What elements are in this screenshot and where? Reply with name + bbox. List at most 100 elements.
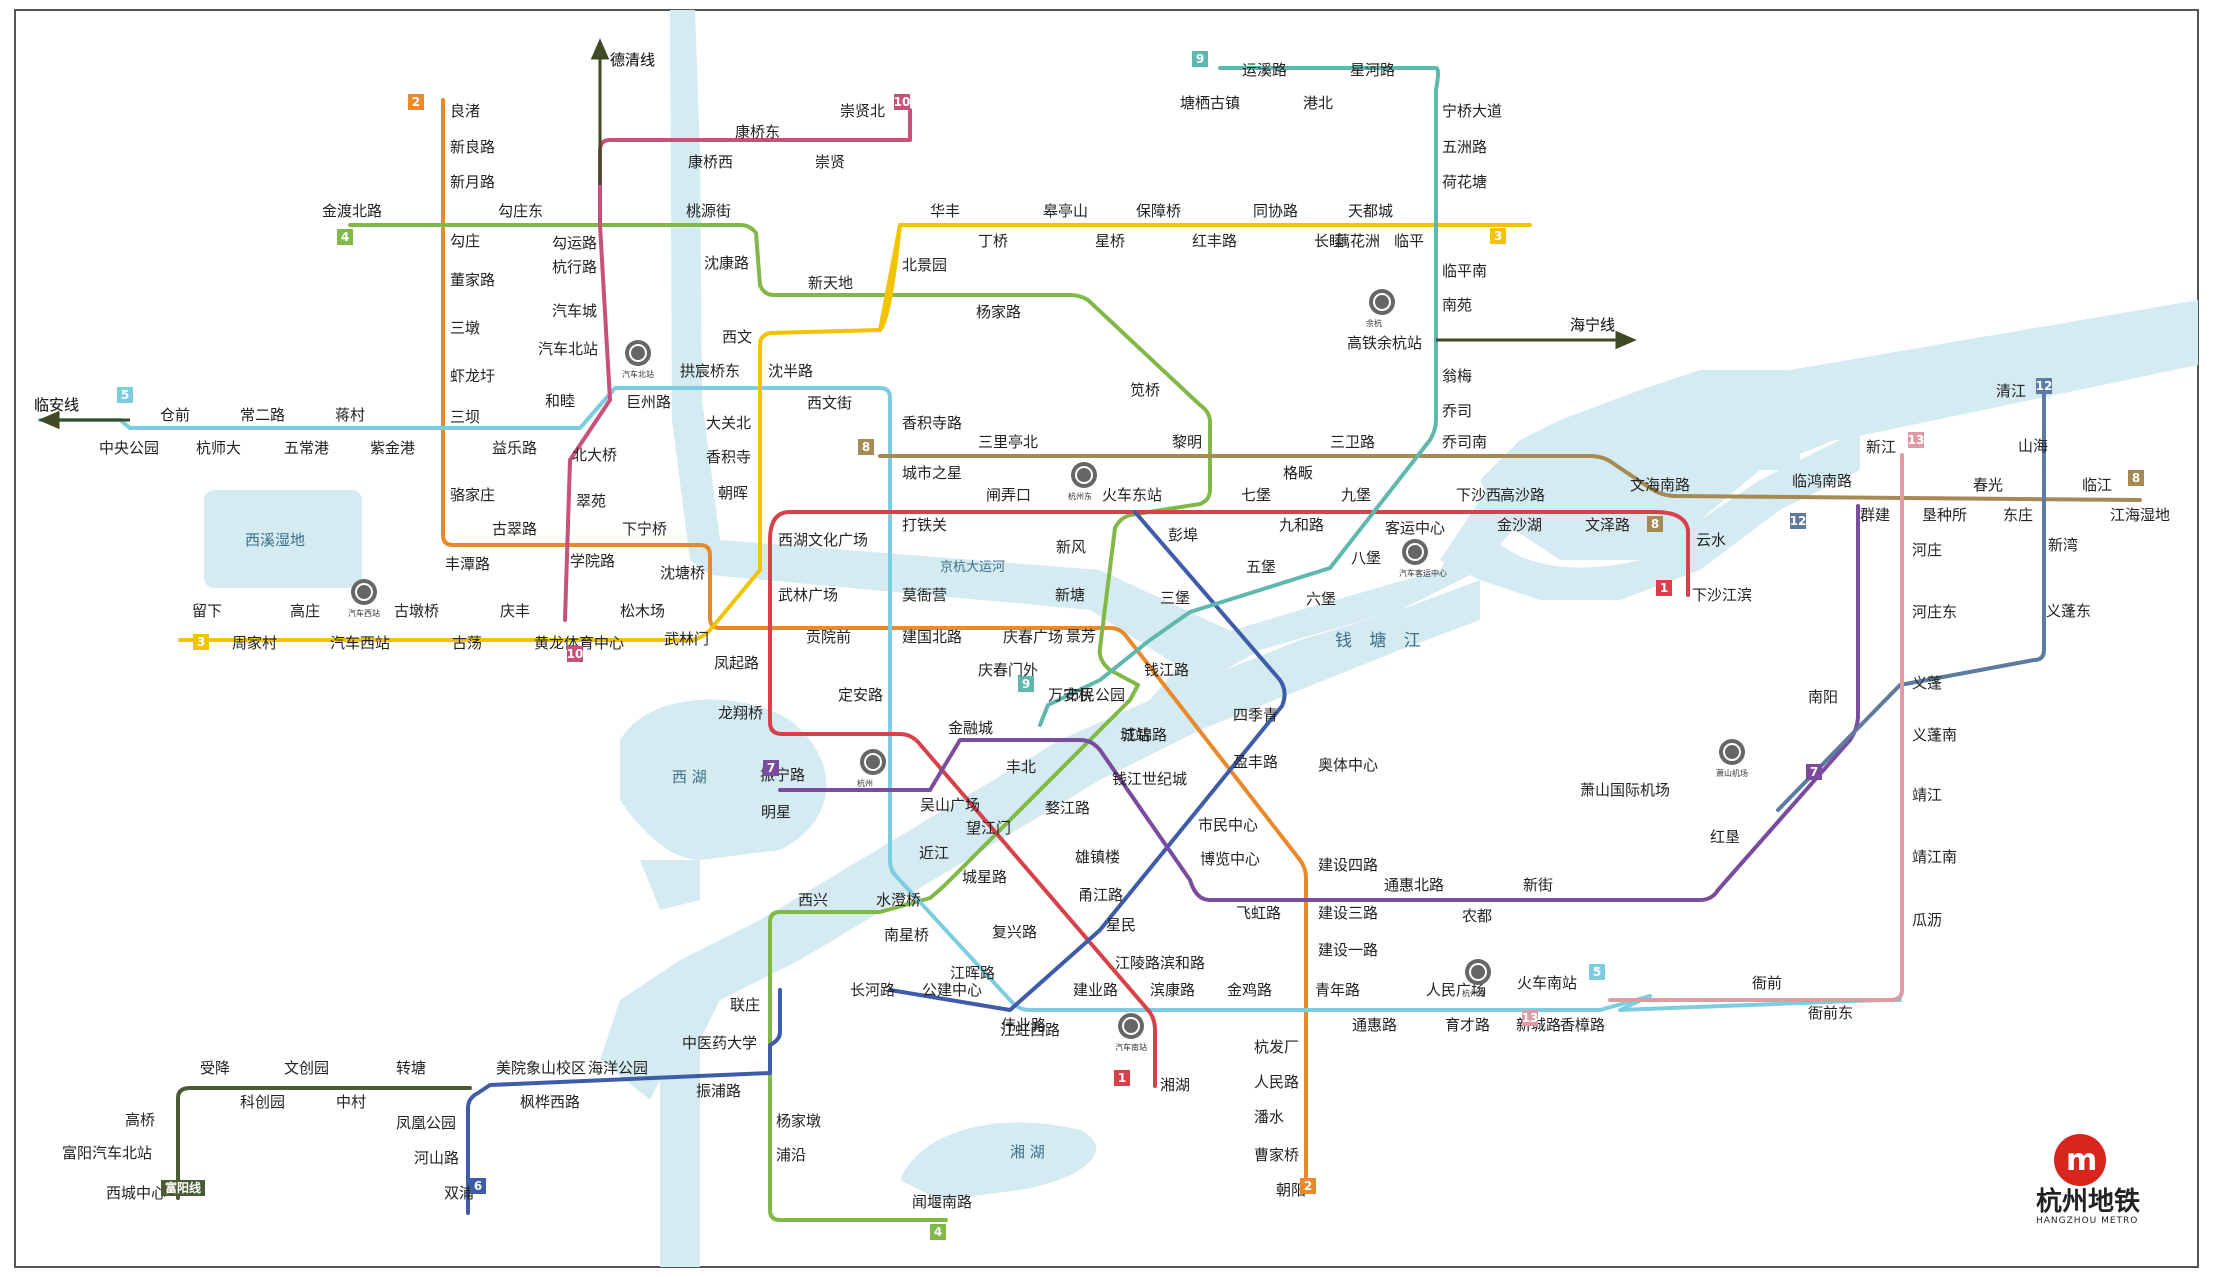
line-badge: [1300, 1178, 1316, 1194]
station-label: 打铁关: [902, 516, 947, 534]
station-label: 河庄: [1912, 541, 1942, 559]
line-badge-label: 7: [767, 761, 775, 775]
station-label: 沈塘桥: [660, 564, 705, 582]
station-label: 新街: [1523, 876, 1553, 894]
station-label: 汽车城: [552, 302, 597, 320]
station-label: 骆家庄: [450, 486, 495, 504]
station-label: 人民广场: [1426, 981, 1486, 999]
hub-icon: [1402, 539, 1428, 565]
station-label: 江晖路: [950, 964, 995, 982]
station-label: 靖江南: [1912, 848, 1957, 866]
station-label: 文泽路: [1585, 516, 1630, 534]
station-label: 九和路: [1279, 516, 1324, 534]
station-label: 凤起路: [714, 654, 759, 672]
hub-icon: [1465, 959, 1491, 985]
external-haining: 海宁线: [1570, 316, 1615, 334]
station-label: 杭行路: [552, 258, 597, 276]
station-label: 港北: [1303, 94, 1333, 112]
hub-icon: [1118, 1013, 1144, 1039]
station-label: 巨州路: [626, 393, 671, 411]
hub-icon: [860, 749, 886, 775]
station-label: 紫金港: [370, 439, 415, 457]
station-label: 丰潭路: [445, 555, 490, 573]
station-label: 沈半路: [768, 362, 813, 380]
station-label: 海宁线: [1570, 316, 1615, 334]
station-label: 瓜沥: [1912, 911, 1942, 929]
station-label: 勾庄东: [498, 202, 543, 220]
hub-icon-ring: [1406, 543, 1424, 561]
station-label: 西文: [722, 328, 752, 346]
external-labels: 德清线 临安线 海宁线: [34, 51, 1615, 414]
station-label: 文海南路: [1630, 476, 1690, 494]
hub-label: 杭州南: [1462, 988, 1486, 998]
hub-label: 汽车南站: [1115, 1042, 1147, 1052]
station-label: 富阳汽车北站: [62, 1144, 152, 1162]
station-label: 东庄: [2003, 506, 2033, 524]
station-label: 九堡: [1341, 486, 1371, 504]
hub-icon: [625, 340, 651, 366]
station-label: 钱江世纪城: [1112, 770, 1187, 788]
station-label: 常二路: [240, 406, 285, 424]
station-label: 伟业路: [1001, 1016, 1046, 1034]
station-label: 河山路: [414, 1149, 459, 1167]
hub-icon-ring: [1122, 1017, 1140, 1035]
line-badge: [930, 1224, 946, 1240]
station-label: 潘水: [1254, 1108, 1284, 1126]
station-label: 乔司南: [1442, 433, 1487, 451]
station-label: 云水: [1696, 531, 1726, 549]
line-badge-label: 9: [1196, 52, 1204, 66]
station-label: 凤凰公园: [396, 1114, 456, 1132]
station-label: 西城中心: [106, 1184, 166, 1202]
station-label: 衙前: [1752, 974, 1782, 992]
station-label: 五常港: [284, 439, 329, 457]
station-label: 杭师大: [196, 439, 241, 457]
station-label: 高桥: [125, 1111, 155, 1129]
station-label: 长睦: [1314, 232, 1344, 250]
station-label: 湘湖: [1160, 1076, 1190, 1094]
station-label: 朝阳: [1276, 1181, 1306, 1199]
water-label-xixi: 西溪湿地: [245, 531, 305, 549]
station-label: 留下: [192, 602, 222, 620]
station-label: 江海湿地: [2110, 506, 2170, 524]
station-label: 三墩: [450, 319, 480, 337]
external-deqing: 德清线: [610, 51, 655, 69]
station-label: 南阳: [1808, 688, 1838, 706]
station-label: 清江: [1996, 382, 2026, 400]
station-label: 吴山广场: [920, 796, 980, 814]
station-label: 格畈: [1283, 464, 1313, 482]
logo-icon: [2054, 1134, 2106, 1186]
station-label: 杭发厂: [1254, 1038, 1299, 1056]
station-label: 盈丰路: [1233, 753, 1278, 771]
logo-sub: HANGZHOU METRO: [2036, 1216, 2138, 1226]
station-label: 勾运路: [552, 234, 597, 252]
station-label: 星桥: [1095, 232, 1125, 250]
station-label: 公建中心: [922, 981, 982, 999]
line-badge: [193, 634, 209, 650]
station-label: 复兴路: [992, 923, 1037, 941]
station-label: 三里亭北: [978, 433, 1038, 451]
station-label: 西兴: [798, 891, 828, 909]
station-label: 南苑: [1442, 296, 1472, 314]
station-label: 四季青: [1233, 706, 1278, 724]
station-label: 临平: [1394, 232, 1424, 250]
station-label: 近江: [919, 844, 949, 862]
station-label: 杨家路: [976, 303, 1021, 321]
water-labels: 钱 塘 江 西溪湿地 西 湖 湘 湖 京杭大运河: [245, 531, 1421, 1161]
line-badge: [470, 1178, 486, 1194]
station-label: 庆丰: [500, 602, 530, 620]
line-badge: [1522, 1010, 1538, 1026]
station-label: 丁桥: [978, 232, 1008, 250]
station-label: 金鸡路: [1227, 981, 1272, 999]
station-label: 下宁桥: [622, 520, 667, 538]
station-label: 莫衙营: [902, 586, 947, 604]
station-label: 香积寺: [706, 448, 751, 466]
station-label: 通惠北路: [1384, 876, 1444, 894]
station-label: 黎明: [1172, 433, 1202, 451]
station-label: 八堡: [1351, 549, 1381, 567]
line-badge-label: 7: [1810, 765, 1818, 779]
station-label: 望江门: [966, 819, 1011, 837]
station-label: 香樟路: [1560, 1016, 1605, 1034]
line-badge-label: 8: [2132, 471, 2140, 485]
hub-icon: [1071, 462, 1097, 488]
station-label: 闻堰南路: [912, 1193, 972, 1211]
